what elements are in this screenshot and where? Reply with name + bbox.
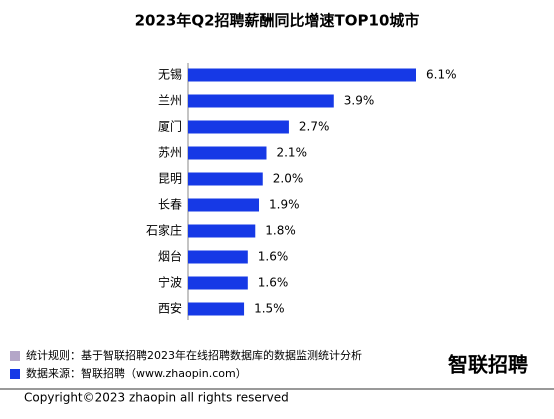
value-label: 2.1% xyxy=(276,146,307,160)
value-label: 1.5% xyxy=(254,302,284,316)
note: 统计规则：基于智联招聘2023年在线招聘数据库的数据监测统计分析 xyxy=(26,348,362,362)
bar xyxy=(188,198,260,212)
value-label: 1.6% xyxy=(258,276,289,290)
value-label: 2.0% xyxy=(273,172,304,186)
value-label: 1.8% xyxy=(265,224,296,238)
y-tick-label: 石家庄 xyxy=(146,223,182,238)
bar xyxy=(188,94,334,108)
value-label: 3.9% xyxy=(344,94,375,108)
bar xyxy=(188,172,263,186)
bar xyxy=(188,250,248,264)
y-tick-label: 兰州 xyxy=(158,94,182,108)
legend-swatch xyxy=(10,351,20,361)
note: 数据来源：智联招聘（www.zhaopin.com） xyxy=(26,366,247,380)
bar xyxy=(188,302,245,316)
y-tick-label: 厦门 xyxy=(158,119,182,134)
bar xyxy=(188,276,248,290)
y-tick-label: 宁波 xyxy=(158,275,182,290)
y-tick-label: 苏州 xyxy=(158,146,182,160)
y-tick-label: 西安 xyxy=(158,301,182,316)
bar xyxy=(188,146,267,160)
copyright: Copyright©2023 zhaopin all rights reserv… xyxy=(24,391,289,405)
bar xyxy=(188,120,289,134)
y-tick-label: 烟台 xyxy=(158,249,182,264)
bar xyxy=(188,224,256,238)
value-label: 6.1% xyxy=(426,68,457,82)
value-label: 1.9% xyxy=(269,198,300,212)
legend-swatch xyxy=(10,369,20,379)
y-tick-label: 昆明 xyxy=(158,172,182,186)
bar xyxy=(188,68,416,82)
chart-title: 2023年Q2招聘薪酬同比增速TOP10城市 xyxy=(135,12,420,30)
value-label: 2.7% xyxy=(299,120,330,134)
value-label: 1.6% xyxy=(258,250,289,264)
y-tick-label: 无锡 xyxy=(158,67,182,82)
y-tick-label: 长春 xyxy=(158,198,182,212)
logo: 智联招聘 xyxy=(448,353,528,377)
